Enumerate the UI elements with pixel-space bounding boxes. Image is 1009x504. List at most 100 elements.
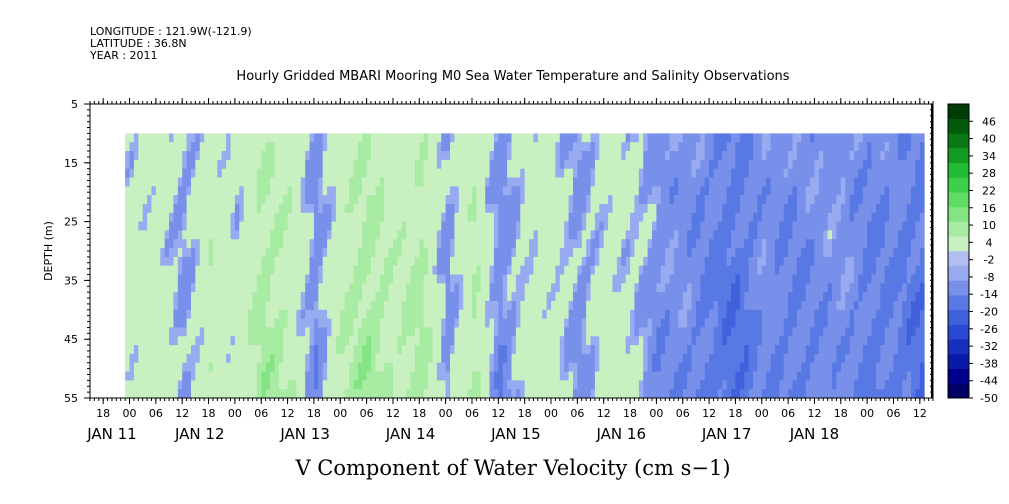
heatmap-cell [436, 389, 442, 399]
heatmap-cell [788, 309, 793, 320]
heatmap-cell [256, 203, 262, 214]
heatmap-cell [827, 133, 833, 143]
heatmap-cell [577, 159, 583, 170]
heatmap-cell [195, 168, 201, 178]
heatmap-cell [621, 265, 627, 275]
heatmap-cell [243, 371, 249, 381]
heatmap-cell [739, 345, 745, 355]
heatmap-cell [660, 336, 666, 346]
heatmap-cell [673, 212, 679, 222]
heatmap-cell [744, 336, 749, 346]
heatmap-cell [524, 203, 530, 214]
heatmap-cell [164, 212, 170, 222]
heatmap-cell [287, 389, 293, 399]
heatmap-cell [761, 151, 767, 161]
heatmap-cell [349, 371, 354, 381]
heatmap-cell [783, 151, 789, 161]
heatmap-cell [796, 195, 802, 205]
heatmap-cell [796, 318, 802, 328]
heatmap-cell [752, 327, 758, 337]
heatmap-cell [551, 318, 556, 328]
heatmap-cell [836, 221, 842, 231]
heatmap-cell [335, 389, 341, 399]
heatmap-cell [537, 274, 543, 284]
heatmap-cell [691, 274, 697, 284]
heatmap-cell [766, 221, 771, 231]
heatmap-cell [559, 142, 565, 152]
heatmap-cell [748, 283, 754, 293]
heatmap-cell [735, 371, 741, 381]
heatmap-cell [419, 151, 425, 161]
heatmap-cell [616, 362, 622, 372]
heatmap-cell [291, 159, 297, 170]
heatmap-cell [529, 300, 534, 311]
heatmap-cell [652, 371, 657, 381]
heatmap-cell [555, 300, 561, 311]
heatmap-cell [419, 380, 425, 390]
heatmap-cell [344, 133, 350, 143]
heatmap-cell [788, 345, 793, 355]
heatmap-cell [463, 151, 468, 161]
heatmap-cell [586, 186, 591, 196]
heatmap-cell [362, 142, 368, 152]
heatmap-cell [766, 380, 771, 390]
heatmap-cell [634, 248, 640, 258]
heatmap-cell [485, 186, 490, 196]
heatmap-cell [836, 159, 842, 170]
heatmap-cell [630, 159, 635, 170]
heatmap-cell [704, 133, 710, 143]
heatmap-cell [581, 142, 587, 152]
heatmap-cell [533, 248, 539, 258]
heatmap-cell [546, 265, 552, 275]
heatmap-cell [840, 380, 846, 390]
heatmap-cell [313, 177, 319, 187]
heatmap-cell [634, 345, 640, 355]
heatmap-cell [142, 283, 148, 293]
heatmap-cell [537, 142, 543, 152]
heatmap-cell [432, 177, 438, 187]
heatmap-cell [226, 327, 231, 337]
heatmap-cell [441, 309, 447, 320]
heatmap-cell [283, 327, 288, 337]
heatmap-cell [296, 345, 302, 355]
heatmap-cell [845, 371, 850, 381]
heatmap-cell [647, 230, 653, 240]
heatmap-cell [572, 353, 578, 364]
heatmap-cell [493, 230, 499, 240]
heatmap-cell [836, 230, 842, 240]
heatmap-cell [186, 248, 192, 258]
heatmap-cell [551, 212, 556, 222]
heatmap-cell [704, 159, 710, 170]
heatmap-cell [190, 274, 196, 284]
heatmap-cell [353, 142, 359, 152]
heatmap-cell [309, 362, 315, 372]
heatmap-cell [177, 133, 183, 143]
heatmap-cell [300, 300, 306, 311]
heatmap-cell [485, 133, 490, 143]
heatmap-cell [625, 336, 631, 346]
heatmap-cell [313, 362, 319, 372]
heatmap-cell [612, 380, 618, 390]
heatmap-cell [827, 327, 833, 337]
heatmap-cell [384, 336, 389, 346]
heatmap-cell [190, 318, 196, 328]
heatmap-cell [555, 159, 561, 170]
heatmap-cell [792, 371, 798, 381]
heatmap-cell [327, 362, 332, 372]
heatmap-cell [682, 309, 688, 320]
heatmap-cell [533, 142, 539, 152]
heatmap-cell [265, 300, 271, 311]
heatmap-cell [199, 186, 205, 196]
heatmap-cell [801, 292, 807, 302]
heatmap-cell [695, 212, 701, 222]
heatmap-cell [296, 300, 302, 311]
heatmap-cell [524, 283, 530, 293]
heatmap-cell [485, 318, 490, 328]
heatmap-cell [164, 230, 170, 240]
heatmap-cell [542, 248, 548, 258]
heatmap-cell [362, 309, 368, 320]
heatmap-cell [322, 362, 328, 372]
heatmap-cell [476, 203, 482, 214]
heatmap-cell [608, 203, 613, 214]
heatmap-cell [318, 327, 324, 337]
